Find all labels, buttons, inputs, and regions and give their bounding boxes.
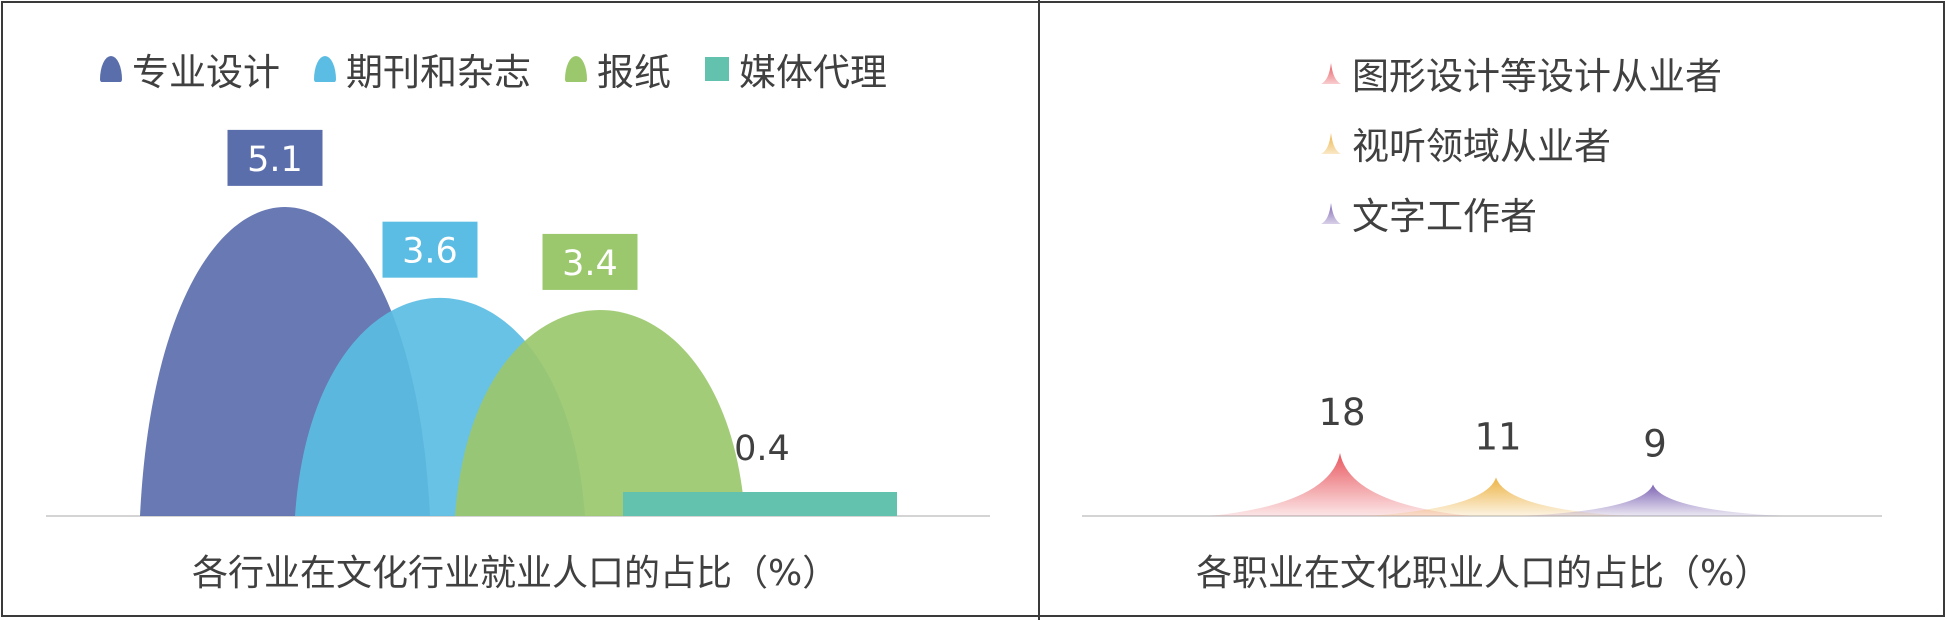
- occupation-data-label-3: 9: [1643, 423, 1667, 466]
- industry-data-label-1: 5.1: [247, 140, 303, 180]
- industry-legend-item-4: 媒体代理: [705, 42, 887, 96]
- industry-data-label-2: 3.6: [402, 232, 458, 272]
- area-marker-icon: [565, 56, 587, 82]
- occupation-plot: 18 11 9: [1082, 391, 1882, 517]
- industry-legend-item-2: 期刊和杂志: [314, 42, 531, 96]
- square-marker-icon: [705, 57, 729, 81]
- area-marker-icon: [100, 56, 122, 82]
- industry-legend-item-1: 专业设计: [100, 42, 280, 96]
- industry-legend-item-3: 报纸: [565, 42, 671, 96]
- occupation-area-3: [1523, 484, 1783, 516]
- industry-legend: 专业设计 期刊和杂志 报纸 媒体代理: [100, 42, 921, 96]
- occupation-data-label-2: 11: [1474, 416, 1521, 459]
- peak-marker-icon: [1321, 203, 1341, 224]
- occupation-area-2: [1366, 477, 1626, 516]
- occupation-chart-title: 各职业在文化职业人口的占比（%）: [1196, 553, 1771, 594]
- industry-data-label-3: 3.4: [562, 244, 618, 284]
- industry-data-label-4: 0.4: [734, 429, 790, 469]
- industry-chart-title: 各行业在文化行业就业人口的占比（%）: [192, 553, 839, 594]
- occupation-legend-item-2: 视听领域从业者: [1320, 108, 1722, 178]
- industry-legend-label-1: 专业设计: [132, 51, 280, 94]
- occupation-legend-item-1: 图形设计等设计从业者: [1320, 38, 1722, 108]
- industry-legend-label-4: 媒体代理: [739, 51, 887, 94]
- occupation-area-1: [1210, 453, 1470, 516]
- industry-label-box-2: [382, 221, 478, 278]
- occupation-share-chart: 图形设计等设计从业者 视听领域从业者 文字工作者 18 11 9 各职业在文化职业人口的…: [1040, 0, 1948, 620]
- occupation-legend-label-3: 文字工作者: [1352, 195, 1537, 238]
- industry-share-chart: 专业设计 期刊和杂志 报纸 媒体代理 5.1 3.6 3.4 0.4 各行业在文化行业就业人…: [46, 42, 990, 594]
- industry-legend-label-2: 期刊和杂志: [346, 51, 531, 94]
- panel-divider: [1038, 0, 1040, 620]
- occupation-legend: 图形设计等设计从业者 视听领域从业者 文字工作者: [1320, 38, 1722, 248]
- industry-plot: 5.1 3.6 3.4 0.4: [46, 129, 990, 517]
- occupation-data-label-1: 18: [1318, 391, 1365, 434]
- industry-label-box-3: [542, 233, 638, 290]
- occupation-legend-item-3: 文字工作者: [1320, 178, 1722, 248]
- industry-legend-label-3: 报纸: [597, 51, 671, 94]
- industry-area-3: [455, 310, 745, 516]
- area-marker-icon: [314, 56, 336, 82]
- industry-area-4: [623, 492, 897, 516]
- peak-marker-icon: [1321, 63, 1341, 84]
- occupation-legend-label-2: 视听领域从业者: [1352, 125, 1611, 168]
- industry-label-box-1: [227, 129, 323, 186]
- occupation-legend-label-1: 图形设计等设计从业者: [1352, 55, 1722, 98]
- peak-marker-icon: [1321, 133, 1341, 154]
